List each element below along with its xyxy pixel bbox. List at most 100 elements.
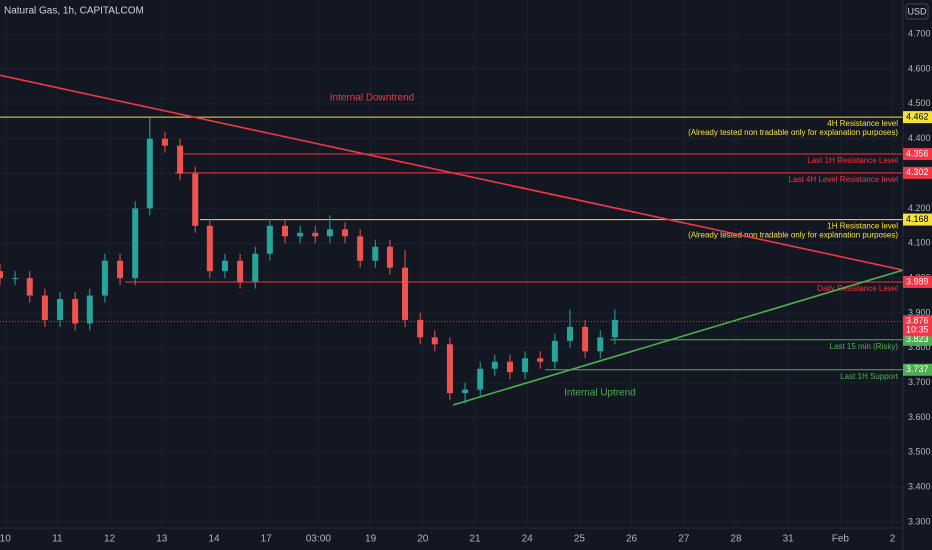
level-label: 1H Resistance level bbox=[827, 222, 898, 231]
candle-body bbox=[342, 229, 349, 237]
candle-body bbox=[281, 225, 288, 237]
x-tick-label: 19 bbox=[365, 534, 377, 545]
candle-body bbox=[522, 358, 529, 373]
x-tick-label: 26 bbox=[626, 534, 638, 545]
y-tick-label: 4.100 bbox=[908, 238, 931, 248]
x-tick-label: 25 bbox=[574, 534, 586, 545]
candle-body bbox=[537, 358, 544, 362]
y-tick-label: 3.800 bbox=[908, 342, 931, 352]
x-tick-label: Feb bbox=[832, 534, 850, 545]
candle-body bbox=[582, 326, 589, 352]
trendline bbox=[452, 269, 904, 406]
y-tick-label: 3.400 bbox=[908, 482, 931, 492]
x-tick-label: 21 bbox=[469, 534, 481, 545]
x-tick-label: 12 bbox=[104, 534, 116, 545]
last-price-tag bbox=[903, 315, 932, 337]
y-tick-label: 3.600 bbox=[908, 412, 931, 422]
level-label: (Already tested non tradable only for ex… bbox=[688, 231, 898, 240]
candle-body bbox=[506, 361, 513, 373]
price-tag bbox=[903, 166, 932, 179]
candle-body bbox=[86, 295, 93, 324]
axes: 3.3003.4003.5003.6003.7003.8003.9004.000… bbox=[0, 29, 932, 545]
candle-body bbox=[12, 278, 19, 280]
candle-body bbox=[237, 260, 244, 282]
candle-body bbox=[357, 236, 364, 261]
price-tag bbox=[903, 275, 932, 288]
y-tick-label: 3.300 bbox=[908, 516, 931, 526]
candle-body bbox=[477, 368, 484, 390]
y-tick-label: 4.200 bbox=[908, 203, 931, 213]
price-tag bbox=[903, 148, 932, 161]
x-tick-label: 24 bbox=[522, 534, 534, 545]
candle-body bbox=[372, 246, 379, 261]
price-tag bbox=[903, 111, 932, 124]
candle-body bbox=[252, 253, 259, 282]
candle-body bbox=[266, 225, 273, 254]
level-label: Last 1H Resistance Level bbox=[807, 156, 898, 165]
candle-body bbox=[431, 337, 438, 345]
candle-body bbox=[72, 299, 79, 324]
candle-body bbox=[611, 319, 618, 338]
plot: 4H Resistance level(Already tested non t… bbox=[0, 74, 904, 406]
candle-body bbox=[192, 173, 199, 226]
candle-body bbox=[597, 337, 604, 352]
currency-box[interactable] bbox=[905, 3, 929, 20]
candle-body bbox=[117, 260, 124, 279]
price-tag-label: 3.989 bbox=[906, 276, 929, 286]
price-tag bbox=[903, 363, 932, 376]
y-tick-label: 3.900 bbox=[908, 307, 931, 317]
candle-body bbox=[402, 267, 409, 320]
candle-body bbox=[101, 260, 108, 296]
price-tag-label: 4.302 bbox=[906, 167, 929, 177]
candle-body bbox=[26, 278, 33, 296]
x-tick-label: 2 bbox=[890, 534, 896, 545]
price-tag bbox=[903, 333, 932, 346]
level-label: (Already tested non tradable only for ex… bbox=[688, 128, 898, 137]
last-price-label: 3.876 bbox=[906, 316, 929, 326]
candle-body bbox=[0, 271, 3, 279]
price-tag-label: 4.462 bbox=[906, 111, 929, 121]
x-tick-label: 20 bbox=[417, 534, 429, 545]
level-label: Last 4H Level Resistance level bbox=[789, 175, 899, 184]
x-tick-label: 14 bbox=[208, 534, 220, 545]
x-tick-label: 31 bbox=[783, 534, 795, 545]
y-tick-label: 3.500 bbox=[908, 447, 931, 457]
candle-body bbox=[132, 208, 139, 279]
candle-body bbox=[386, 246, 393, 268]
countdown: 10:35 bbox=[906, 325, 929, 335]
price-tag bbox=[903, 213, 932, 226]
candle-body bbox=[551, 340, 558, 362]
trendline-label: Internal Uptrend bbox=[564, 388, 636, 399]
candle-body bbox=[417, 319, 424, 338]
level-label: 4H Resistance level bbox=[827, 119, 898, 128]
x-tick-label: 27 bbox=[678, 534, 690, 545]
level-label: Daily Resistance Level bbox=[817, 284, 898, 293]
candle-body bbox=[462, 389, 469, 394]
candle-body bbox=[41, 295, 48, 320]
y-tick-label: 3.700 bbox=[908, 377, 931, 387]
x-tick-label: 17 bbox=[261, 534, 273, 545]
candle-body bbox=[146, 138, 153, 209]
candle-body bbox=[297, 232, 304, 237]
x-tick-label: 10 bbox=[0, 534, 11, 545]
y-tick-label: 4.700 bbox=[908, 29, 931, 39]
price-tag-label: 4.356 bbox=[906, 148, 929, 158]
candle-body bbox=[161, 138, 168, 146]
candle-body bbox=[326, 229, 333, 237]
currency[interactable]: USD bbox=[907, 6, 927, 16]
price-tag-label: 4.168 bbox=[906, 214, 929, 224]
level-label: Last 1H Support bbox=[840, 372, 899, 381]
level-label: Last 15 min (Risky) bbox=[830, 342, 899, 351]
candle-body bbox=[446, 344, 453, 394]
y-tick-label: 4.400 bbox=[908, 133, 931, 143]
chart-title: Natural Gas, 1h, CAPITALCOM bbox=[4, 6, 144, 17]
candle-body bbox=[206, 225, 213, 272]
price-tag-label: 3.737 bbox=[906, 364, 929, 374]
x-tick-label: 13 bbox=[156, 534, 168, 545]
candle-body bbox=[221, 260, 228, 272]
y-tick-label: 4.600 bbox=[908, 63, 931, 73]
trendline-label: Internal Downtrend bbox=[330, 93, 415, 104]
x-tick-label: 28 bbox=[730, 534, 742, 545]
